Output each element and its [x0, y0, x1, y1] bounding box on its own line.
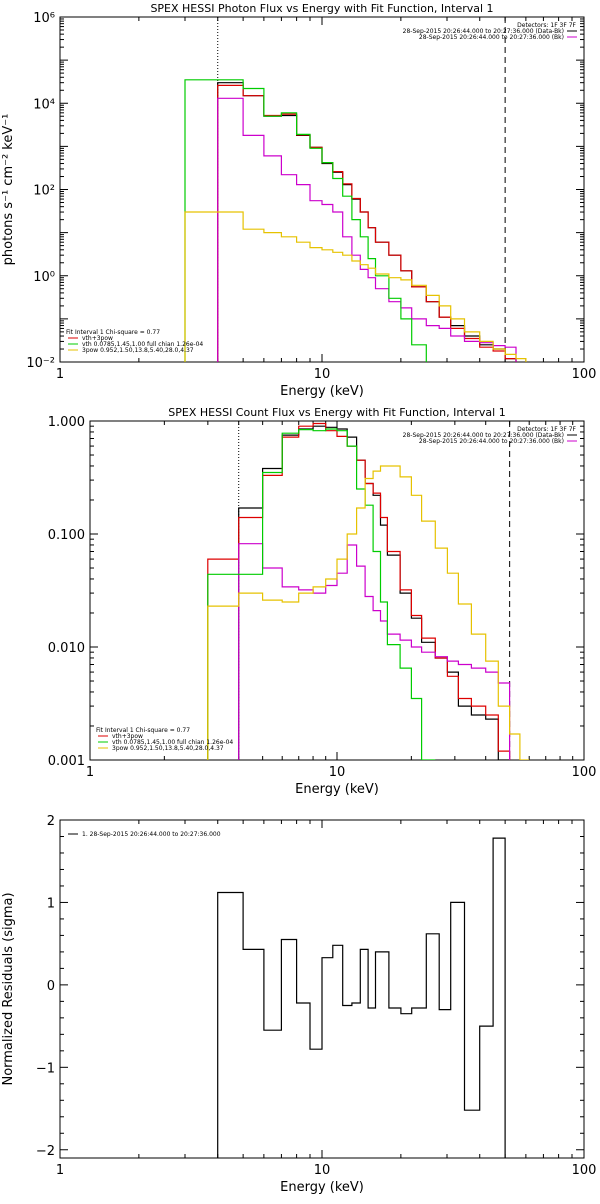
chart-panel-1: SPEX HESSI Photon Flux vs Energy with Fi… — [1, 2, 596, 399]
x-tick-label: 1 — [86, 765, 94, 780]
y-tick-label: 1 — [47, 896, 55, 911]
y-tick-label: 0.100 — [48, 528, 85, 543]
legend-entry: 28-Sep-2015 20:26:44.000 to 20:27:36.000… — [419, 34, 564, 41]
series-2-line — [207, 422, 511, 760]
x-axis-label: Energy (keV) — [280, 384, 364, 399]
legend-entry: 28-Sep-2015 20:26:44.000 to 20:27:36.000… — [403, 28, 564, 35]
y-tick-label: 10⁶ — [33, 11, 55, 26]
y-tick-label: 0 — [47, 979, 55, 994]
x-tick-label: 10 — [314, 367, 331, 382]
y-tick-label: −1 — [36, 1061, 55, 1076]
x-tick-label: 10 — [314, 1163, 331, 1178]
x-tick-label: 100 — [572, 1163, 597, 1178]
x-tick-label: 1 — [56, 367, 64, 382]
legend-entry: vth+3pow — [112, 733, 143, 740]
chart-title: SPEX HESSI Photon Flux vs Energy with Fi… — [150, 2, 493, 15]
y-tick-label: 2 — [47, 814, 55, 829]
legend-entry: vth 0.0785,1.45,1.00 full chian 1.26e-04 — [82, 341, 203, 348]
series-1-line — [217, 837, 506, 1158]
series-3-line — [217, 97, 517, 362]
x-tick-label: 100 — [572, 765, 597, 780]
legend-header: Detectors: 1F 3F 7F — [517, 22, 576, 29]
x-tick-label: 100 — [572, 367, 597, 382]
y-tick-label: 1.000 — [48, 415, 85, 430]
legend-fit-header: Fit Interval 1 Chi-square = 0.77 — [96, 727, 190, 734]
legend-entry: 28-Sep-2015 20:26:44.000 to 20:27:36.000… — [419, 438, 564, 445]
legend-fit-header: Fit Interval 1 Chi-square = 0.77 — [66, 329, 160, 336]
x-tick-label: 10 — [329, 765, 346, 780]
legend-entry: 3pow 0.952,1.50,13.8,5.40,28.0,4.37 — [82, 347, 194, 354]
y-tick-label: 0.001 — [48, 754, 85, 769]
y-tick-label: 10² — [33, 184, 55, 199]
y-tick-label: 10⁰ — [33, 270, 55, 285]
y-tick-label: 10⁴ — [33, 97, 55, 112]
chart-panel-3: 1 10 100 Energy (keV) −2 −1 0 1 2 Normalized Resi… — [1, 814, 596, 1195]
series-2-line — [217, 84, 517, 362]
series-1-line — [217, 82, 517, 362]
y-tick-label: 10⁻² — [26, 356, 55, 371]
legend-entry: vth+3pow — [82, 335, 113, 342]
series-1-line — [238, 425, 510, 760]
legend-entry: vth 0.0785,1.45,1.00 full chian 1.26e-04 — [112, 739, 233, 746]
chart-panel-2: SPEX HESSI Count Flux vs Energy with Fit… — [48, 406, 597, 797]
series-3-line — [238, 543, 511, 760]
series-5-line — [184, 211, 527, 362]
legend-entry: 28-Sep-2015 20:26:44.000 to 20:27:36.000… — [403, 432, 564, 439]
legend-header: Detectors: 1F 3F 7F — [517, 426, 576, 433]
y-tick-label: −2 — [36, 1144, 55, 1159]
series-4-line — [184, 79, 427, 362]
y-axis-label: photons s⁻¹ cm⁻² keV⁻¹ — [1, 114, 16, 266]
y-tick-label: 0.010 — [48, 641, 85, 656]
y-axis-label: Normalized Residuals (sigma) — [1, 892, 16, 1085]
legend-entry: 1. 28-Sep-2015 20:26:44.000 to 20:27:36.… — [82, 831, 221, 838]
x-axis-label: Energy (keV) — [280, 1180, 364, 1195]
x-tick-label: 1 — [56, 1163, 64, 1178]
legend-entry: 3pow 0.952,1.50,13.8,5.40,28.0,4.37 — [112, 745, 224, 752]
x-axis-label: Energy (keV) — [295, 782, 379, 797]
series-5-line — [207, 465, 530, 760]
chart-title: SPEX HESSI Count Flux vs Energy with Fit… — [168, 406, 505, 419]
series-4-line — [207, 428, 436, 760]
